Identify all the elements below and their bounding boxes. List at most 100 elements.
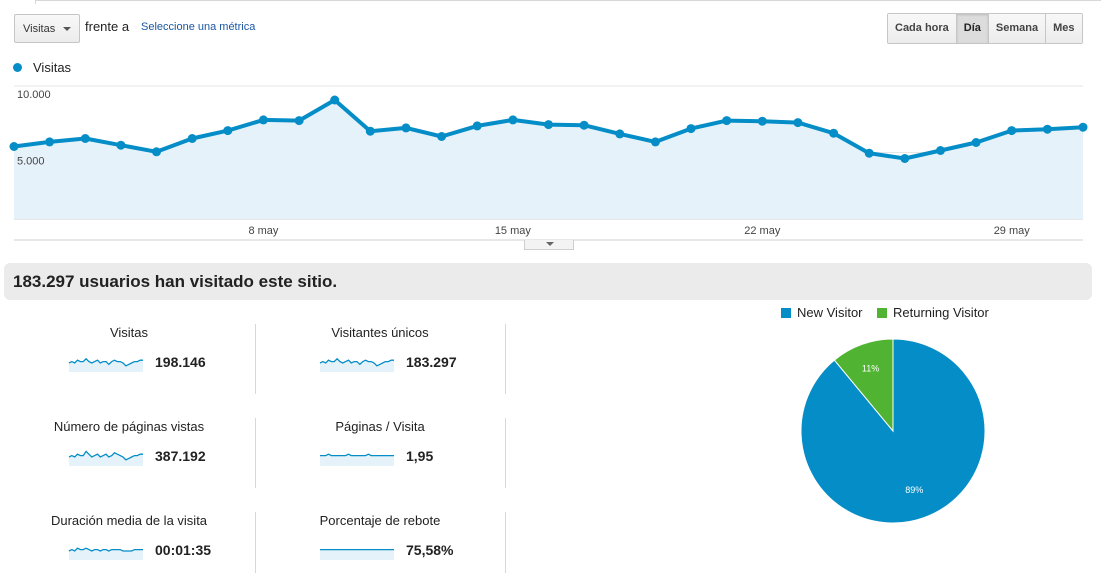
data-point <box>223 126 233 136</box>
data-point <box>330 95 340 105</box>
scorecard-title: Número de páginas vistas <box>53 419 205 434</box>
sparkline-area <box>69 451 143 466</box>
scorecard-value: 1,95 <box>406 448 434 464</box>
data-point <box>971 138 981 147</box>
summary-banner: 183.297 usuarios han visitado este sitio… <box>4 263 1092 300</box>
divider <box>505 512 506 573</box>
data-point <box>437 132 447 141</box>
chevron-down-icon <box>546 242 554 246</box>
granularity-day-button[interactable]: Día <box>956 14 989 43</box>
data-point <box>900 154 910 163</box>
data-point <box>472 121 482 131</box>
pie-legend-label: Returning Visitor <box>893 305 989 320</box>
sparkline-line <box>320 453 394 457</box>
pie-slice <box>800 338 986 524</box>
data-point <box>829 128 839 138</box>
data-point <box>152 147 161 157</box>
x-tick-label: 22 may <box>744 225 781 237</box>
scorecard-title: Páginas / Visita <box>335 419 425 434</box>
divider <box>255 418 256 488</box>
data-point <box>508 115 518 125</box>
data-point <box>1078 122 1088 132</box>
data-point <box>116 140 126 150</box>
sparkline-area <box>69 358 143 372</box>
scorecard-avg-duration: Duración media de la visita 00:01:35 <box>14 506 264 573</box>
sparkline-area <box>320 454 394 466</box>
scorecard-title: Visitantes únicos <box>331 325 429 340</box>
divider <box>505 324 506 394</box>
sparkline <box>320 548 394 560</box>
metric-select-label: Visitas <box>23 23 56 35</box>
pie-legend-new[interactable]: New Visitor <box>781 305 863 320</box>
scorecard-visits: Visitas 198.146 <box>14 318 264 388</box>
scorecard-title: Duración media de la visita <box>50 513 208 528</box>
pie-slice-label: 89% <box>905 485 923 495</box>
data-point <box>615 129 625 139</box>
data-point <box>1007 126 1017 136</box>
x-tick-label: 29 may <box>994 225 1031 237</box>
chart-drawer-toggle[interactable] <box>524 240 574 250</box>
sparkline-area <box>320 549 394 560</box>
data-point <box>401 123 411 133</box>
scorecard-unique-visitors: Visitantes únicos 183.297 <box>265 318 515 388</box>
y-tick-label: 5.000 <box>17 156 45 168</box>
data-point <box>45 137 55 147</box>
data-point <box>258 115 268 125</box>
sparkline <box>68 547 143 560</box>
sparkline <box>68 450 143 466</box>
granularity-week-button[interactable]: Semana <box>988 14 1047 43</box>
scorecard-pages-per-visit: Páginas / Visita 1,95 <box>265 412 515 482</box>
divider <box>505 418 506 488</box>
divider <box>255 512 256 573</box>
scorecard-pageviews: Número de páginas vistas 387.192 <box>14 412 264 482</box>
visitor-type-pie-chart: 89% 11% <box>800 338 986 524</box>
granularity-month-button[interactable]: Mes <box>1046 14 1082 43</box>
sparkline <box>319 357 394 372</box>
sparkline-area <box>320 358 394 372</box>
sparkline-line <box>68 357 143 367</box>
series-area <box>14 100 1083 219</box>
legend-swatch <box>781 308 791 318</box>
tab-stub <box>0 0 36 4</box>
data-point <box>294 116 304 126</box>
granularity-toggle: Cada hora Día Semana Mes <box>887 13 1083 44</box>
data-point <box>579 120 589 130</box>
scorecard-bounce-rate: Porcentaje de rebote 75,58% <box>265 506 515 573</box>
sparkline-line <box>68 547 143 552</box>
data-point <box>757 116 767 126</box>
series-legend-label: Visitas <box>33 60 72 75</box>
divider <box>255 324 256 394</box>
sparkline <box>320 453 394 466</box>
data-point <box>650 137 660 147</box>
data-point <box>187 134 197 143</box>
series-legend-dot <box>13 63 22 72</box>
scorecard-title: Visitas <box>109 325 149 340</box>
data-point <box>936 146 945 155</box>
select-metric-link[interactable]: Seleccione una métrica <box>141 21 256 33</box>
data-point <box>864 148 874 158</box>
y-tick-label: 10.000 <box>17 89 51 101</box>
data-point <box>80 134 90 143</box>
data-point <box>1042 124 1052 134</box>
x-tick-label: 15 may <box>495 225 532 237</box>
x-tick-label: 8 may <box>248 225 278 237</box>
data-point <box>544 120 553 130</box>
sparkline-line <box>68 450 143 461</box>
scorecard-title: Porcentaje de rebote <box>319 513 441 528</box>
scorecard-value: 75,58% <box>406 542 454 558</box>
top-border <box>0 0 1101 4</box>
metric-select[interactable]: Visitas <box>14 14 80 43</box>
sparkline-line <box>319 357 394 367</box>
legend-swatch <box>877 308 887 318</box>
compare-label: frente a <box>85 19 130 34</box>
caret-down-icon <box>63 27 71 31</box>
pie-slice-label: 11% <box>862 364 879 374</box>
scorecard-value: 387.192 <box>155 448 206 464</box>
data-point <box>722 116 732 126</box>
granularity-hourly-button[interactable]: Cada hora <box>888 14 957 43</box>
scorecard-value: 00:01:35 <box>155 542 212 558</box>
data-point <box>793 118 803 128</box>
pie-legend-returning[interactable]: Returning Visitor <box>877 305 989 320</box>
pie-legend-label: New Visitor <box>797 305 863 320</box>
data-point <box>686 124 696 134</box>
